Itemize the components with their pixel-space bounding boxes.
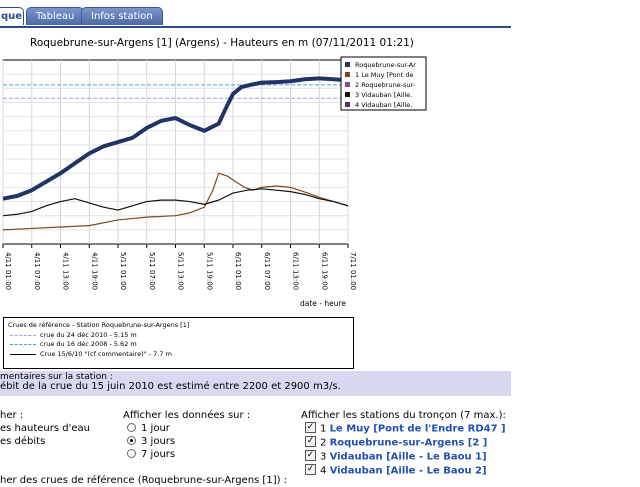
radio-7-jours[interactable]: 7 jours [127, 448, 176, 460]
comments-text: ébit de la crue du 15 juin 2010 est esti… [0, 381, 341, 392]
legend-label: 1 Le Muy [Pont de [355, 71, 413, 79]
legend-label: 3 Vidauban [Aille. [355, 91, 412, 99]
x-axis-label: date - heure [300, 299, 346, 308]
checkbox[interactable]: ✓ [305, 436, 316, 447]
option-flows[interactable]: es débits [0, 436, 46, 447]
station-number: 2 [320, 437, 327, 449]
reference-item: crue du 16 déc 2008 - 5.62 m [8, 340, 349, 350]
radio-button-selected[interactable] [127, 435, 136, 445]
comments-title: mentaires sur la station : [0, 372, 113, 382]
reference-item: Crue 15/6/10 "(cf commentaire)" - 7.7 m [8, 350, 349, 360]
series-line [2, 188, 349, 217]
checkbox[interactable]: ✓ [305, 450, 316, 461]
x-tick-label: 6/11 07:00 [263, 252, 271, 290]
x-tick-label: 5/11 01:00 [119, 252, 127, 290]
legend-label: Roquebrune-sur-Ar [355, 61, 416, 69]
chart-legend: Roquebrune-sur-Ar 1 Le Muy [Pont de 2 Roqu… [340, 56, 427, 111]
x-tick-label: 5/11 13:00 [177, 252, 185, 290]
reference-item: crue du 24 déc 2010 - 5.15 m [8, 331, 349, 341]
station-link[interactable]: Le Muy [Pont de l'Endre RD47 ] [329, 423, 506, 435]
x-tick-label: 4/11 01:00 [4, 252, 12, 290]
series-line [2, 172, 349, 231]
solid-line-swatch [10, 353, 36, 355]
x-tick-label: 7/11 01:00 [349, 252, 357, 290]
x-tick-label: 6/11 01:00 [234, 252, 242, 290]
legend-marker [345, 102, 350, 107]
tab-graphique[interactable]: que [0, 7, 24, 25]
legend-marker [345, 92, 350, 97]
reference-item-label: crue du 16 déc 2008 - 5.62 m [40, 340, 137, 348]
legend-label: 2 Roquebrune-sur- [355, 81, 416, 89]
plot-area: 4/11 01:00 4/11 07:00 4/11 13:00 4/11 19:00… [2, 59, 357, 308]
reference-item-label: Crue 15/6/10 "(cf commentaire)" - 7.7 m [40, 349, 172, 358]
reference-floods-legend: Crues de référence - Station Roquebrune-… [3, 317, 354, 369]
checkbox[interactable]: ✓ [305, 464, 316, 475]
water-level-chart: 4/11 01:00 4/11 07:00 4/11 13:00 4/11 19:00… [2, 56, 427, 308]
legend-marker [345, 62, 350, 67]
station-item[interactable]: ✓ 3 Vidauban [Aille - Le Baou 1] [305, 450, 487, 463]
x-tick-label: 4/11 07:00 [33, 252, 41, 290]
days-title: Afficher les données sur : [123, 410, 251, 421]
legend-frame [340, 56, 427, 111]
reference-floods-toggle-label: her des crues de référence (Roquebrune-s… [0, 475, 288, 486]
radio-button[interactable] [127, 448, 136, 458]
x-tick-label: 6/11 13:00 [292, 252, 300, 290]
station-item[interactable]: ✓ 4 Vidauban [Aille - Le Baou 2] [305, 464, 487, 477]
legend-label: 4 Vidauban [Aille. [355, 101, 412, 109]
station-link[interactable]: Vidauban [Aille - Le Baou 2] [329, 465, 487, 477]
reference-item-label: crue du 24 déc 2010 - 5.15 m [40, 330, 137, 339]
stations-title: Afficher les stations du tronçon (7 max.… [301, 410, 506, 421]
tab-infos-station[interactable]: Infos station [81, 7, 163, 25]
x-tick-label: 5/11 07:00 [148, 252, 156, 290]
legend-marker [345, 72, 350, 77]
station-number: 4 [320, 465, 327, 477]
reference-floods-title: Crues de référence - Station Roquebrune-… [8, 321, 190, 329]
dashed-line-swatch [10, 334, 36, 336]
radio-button[interactable] [127, 422, 136, 432]
radio-label: 1 jour [141, 423, 170, 434]
station-item[interactable]: ✓ 2 Roquebrune-sur-Argens [2 ] [305, 436, 488, 449]
legend-marker [345, 82, 350, 87]
station-link[interactable]: Vidauban [Aille - Le Baou 1] [329, 451, 487, 463]
option-water-levels[interactable]: es hauteurs d'eau [0, 423, 90, 434]
radio-1-jour[interactable]: 1 jour [127, 422, 170, 434]
x-tick-label: 6/11 19:00 [320, 252, 328, 290]
station-item[interactable]: ✓ 1 Le Muy [Pont de l'Endre RD47 ] [305, 422, 506, 435]
station-link[interactable]: Roquebrune-sur-Argens [2 ] [329, 437, 488, 449]
x-tick-label: 4/11 19:00 [90, 252, 98, 290]
station-number: 3 [320, 451, 327, 463]
checkbox[interactable]: ✓ [305, 422, 316, 433]
x-tick-label: 5/11 19:00 [205, 252, 213, 290]
chart-title: Roquebrune-sur-Argens [1] (Argens) - Hau… [30, 37, 414, 49]
x-tick-label: 4/11 13:00 [62, 252, 70, 290]
tab-bar: que Tableau Infos station [0, 0, 511, 28]
radio-3-jours[interactable]: 3 jours [127, 435, 176, 447]
tab-tableau[interactable]: Tableau [26, 7, 85, 25]
comments-band [0, 371, 511, 396]
display-title: her : [0, 410, 24, 421]
dashed-line-swatch [10, 344, 36, 345]
radio-label: 7 jours [141, 449, 176, 460]
series-line [2, 76, 349, 201]
station-number: 1 [320, 423, 327, 435]
radio-label: 3 jours [141, 436, 176, 447]
